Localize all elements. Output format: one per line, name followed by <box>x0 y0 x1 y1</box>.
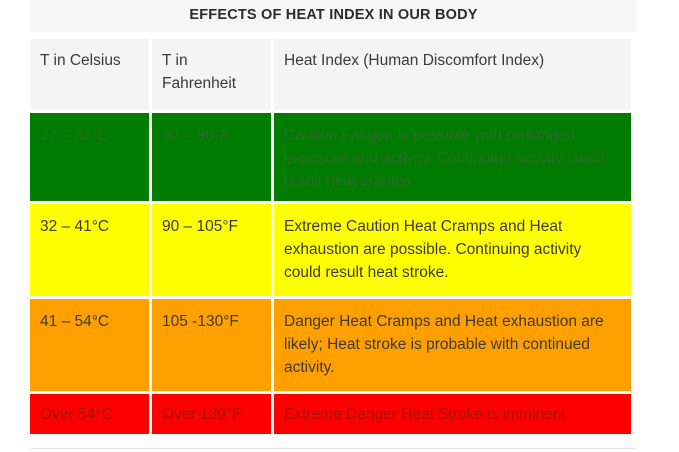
heat-index-table: T in Celsius T in Fahrenheit Heat Index … <box>27 36 634 437</box>
cell-celsius: 32 – 41°C <box>30 204 149 296</box>
divider <box>30 448 637 449</box>
cell-celsius: Over 54°C <box>30 394 149 434</box>
cell-celsius: 27 – 32°C <box>30 113 149 201</box>
table-row-caution: 27 – 32°C 80 – 90°F Caution Fatigue is p… <box>30 113 631 201</box>
table-row-extreme-danger: Over 54°C Over 130°F Extreme Danger Heat… <box>30 394 631 434</box>
cell-celsius: 41 – 54°C <box>30 299 149 391</box>
cell-description: Caution Fatigue is possible with prolong… <box>274 113 631 201</box>
cell-description: Extreme Danger Heat Stroke is imminent. <box>274 394 631 434</box>
header-heat-index: Heat Index (Human Discomfort Index) <box>274 39 631 110</box>
cell-description: Danger Heat Cramps and Heat exhaustion a… <box>274 299 631 391</box>
cell-fahrenheit: Over 130°F <box>152 394 271 434</box>
cell-fahrenheit: 90 – 105°F <box>152 204 271 296</box>
table-title: EFFECTS OF HEAT INDEX IN OUR BODY <box>30 0 637 32</box>
table-header-row: T in Celsius T in Fahrenheit Heat Index … <box>30 39 631 110</box>
header-fahrenheit: T in Fahrenheit <box>152 39 271 110</box>
cell-description: Extreme Caution Heat Cramps and Heat exh… <box>274 204 631 296</box>
table-row-extreme-caution: 32 – 41°C 90 – 105°F Extreme Caution Hea… <box>30 204 631 296</box>
table-row-danger: 41 – 54°C 105 -130°F Danger Heat Cramps … <box>30 299 631 391</box>
cell-fahrenheit: 80 – 90°F <box>152 113 271 201</box>
cell-fahrenheit: 105 -130°F <box>152 299 271 391</box>
heat-index-article: EFFECTS OF HEAT INDEX IN OUR BODY T in C… <box>30 0 637 452</box>
header-celsius: T in Celsius <box>30 39 149 110</box>
